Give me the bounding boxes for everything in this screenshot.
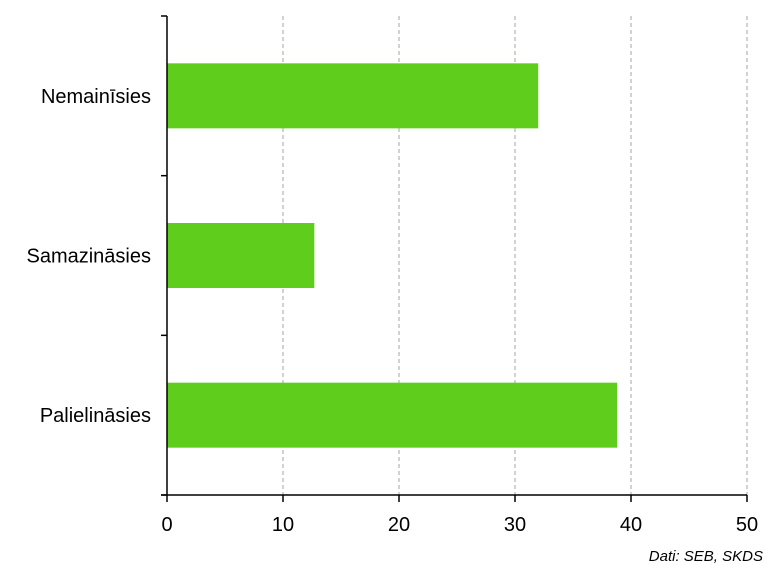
category-label: Palielināsies (40, 405, 151, 427)
x-tick-label: 50 (736, 514, 758, 536)
category-label: Nemainīsies (41, 86, 151, 108)
bar (167, 382, 618, 448)
bars (167, 63, 618, 448)
x-tick-label: 30 (504, 514, 526, 536)
labels: 0 10 20 30 40 50 Nemainīsies Samazināsies Paliel… (26, 86, 758, 536)
x-tick-label: 20 (388, 514, 410, 536)
x-tick-label: 40 (620, 514, 642, 536)
bar (167, 63, 539, 129)
x-tick-label: 0 (161, 514, 172, 536)
source-note: Dati: SEB, SKDS (649, 548, 763, 565)
x-tick-label: 10 (272, 514, 294, 536)
category-label: Samazināsies (26, 246, 151, 268)
axes (161, 15, 748, 502)
bar (167, 223, 315, 288)
